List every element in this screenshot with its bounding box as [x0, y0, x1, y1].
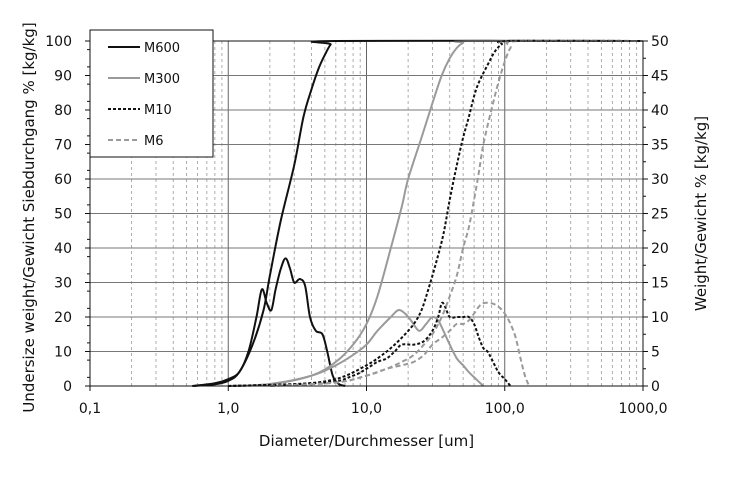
y2-tick-label: 35: [651, 138, 669, 154]
x-tick-label: 1000,0: [619, 401, 668, 417]
legend-label-m6: M6: [144, 134, 164, 149]
axes: [85, 40, 648, 391]
series-line-m300-cumulative: [228, 39, 644, 387]
y-tick-label: 90: [54, 69, 72, 85]
y-tick-label: 40: [54, 241, 72, 257]
x-tick-label: 100,0: [485, 401, 525, 417]
y2-tick-label: 10: [651, 310, 669, 326]
y2-tick-label: 25: [651, 207, 669, 223]
y-tick-label: 70: [54, 138, 72, 154]
y-tick-label: 20: [54, 310, 72, 326]
y2-tick-label: 30: [651, 172, 669, 188]
y-tick-label: 10: [54, 345, 72, 361]
y-tick-label: 50: [54, 207, 72, 223]
legend-label-m600: M600: [144, 41, 180, 56]
x-tick-label: 0,1: [79, 401, 101, 417]
y2-tick-label: 15: [651, 276, 669, 292]
y2-axis-title: Weight/Gewicht % [kg/kg]: [692, 116, 710, 311]
y-tick-label: 80: [54, 103, 72, 119]
y2-tick-label: 20: [651, 241, 669, 257]
series-line-m6-cumulative: [269, 39, 644, 387]
y-tick-label: 100: [45, 34, 72, 50]
legend: M600 M300 M10 M6: [89, 29, 214, 158]
y-axis-title: Undersize weight/Gewicht Siebdurchgang %…: [20, 22, 38, 412]
y-tick-label: 30: [54, 276, 72, 292]
series-line-m6-distribution: [269, 301, 531, 387]
x-tick-label: 1,0: [217, 401, 239, 417]
series-group: [192, 39, 644, 387]
series-line-m300-distribution: [228, 309, 485, 387]
y-tick-label: 60: [54, 172, 72, 188]
y2-tick-label: 5: [651, 345, 660, 361]
legend-label-m10: M10: [144, 103, 172, 118]
legend-label-m300: M300: [144, 72, 180, 87]
series-line-m600-distribution: [192, 257, 346, 387]
x-tick-label: 10,0: [351, 401, 382, 417]
y2-tick-label: 45: [651, 69, 669, 85]
y2-tick-label: 40: [651, 103, 669, 119]
series-line-m10-distribution: [228, 301, 512, 387]
legend-box: [89, 29, 214, 158]
y-tick-label: 0: [63, 379, 72, 395]
y2-tick-label: 50: [651, 34, 669, 50]
tick-labels: 0 10 20 30 40 50 60 70 80 90 100 0 5 10 15 20 25 30 35 40 45…: [45, 34, 669, 417]
y2-tick-label: 0: [651, 379, 660, 395]
x-axis-title: Diameter/Durchmesser [um]: [259, 432, 474, 450]
